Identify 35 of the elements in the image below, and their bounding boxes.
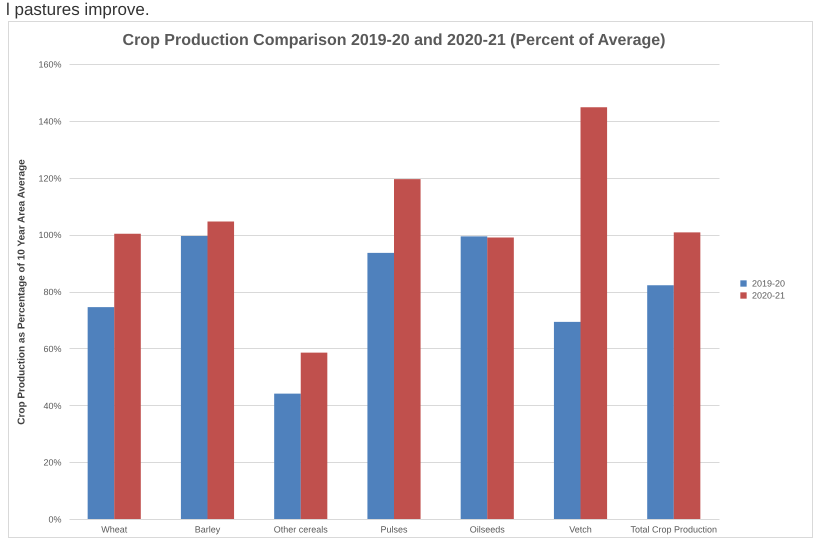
bar: [554, 322, 581, 519]
bar: [207, 222, 234, 519]
bar: [674, 232, 700, 519]
bar: [88, 307, 114, 519]
y-tick-label: 40%: [43, 400, 62, 411]
x-tick-label: Pulses: [380, 524, 408, 534]
y-tick-label: 20%: [43, 458, 62, 468]
x-tick-label: Oilseeds: [470, 524, 506, 534]
x-tick-label: Vetch: [569, 524, 592, 534]
x-tick-label: Other cereals: [274, 524, 328, 534]
y-tick-label: 60%: [43, 344, 62, 354]
bar: [300, 352, 328, 519]
y-tick-label: 160%: [38, 60, 62, 70]
text: l pastures improve.: [6, 0, 150, 20]
y-tick-label: 100%: [38, 230, 62, 240]
bar: [460, 236, 488, 519]
bar: [114, 234, 141, 519]
x-tick-label: Total Crop Production: [630, 524, 718, 534]
legend-label: 2020-21: [752, 290, 786, 300]
y-tick-label: 80%: [43, 287, 62, 297]
y-axis-title: Crop Production as Percentage of 10 Year Area Average: [16, 158, 28, 425]
y-tick-label: 140%: [38, 116, 62, 126]
bar: [487, 237, 514, 519]
y-tick-label: 0%: [48, 514, 62, 524]
bar: [367, 252, 394, 519]
x-tick-label: Wheat: [101, 524, 128, 534]
legend-label: 2019-20: [752, 278, 786, 288]
x-tick-label: Barley: [194, 524, 221, 534]
bar: [394, 179, 421, 519]
bar: [580, 107, 608, 519]
bar: [180, 236, 208, 519]
y-tick-label: 120%: [38, 173, 62, 184]
bar: [647, 285, 674, 519]
chart-title: Crop Production Comparison 2019-20 and 2020-21 (Percent of Average): [122, 32, 666, 49]
bar: [274, 394, 301, 519]
